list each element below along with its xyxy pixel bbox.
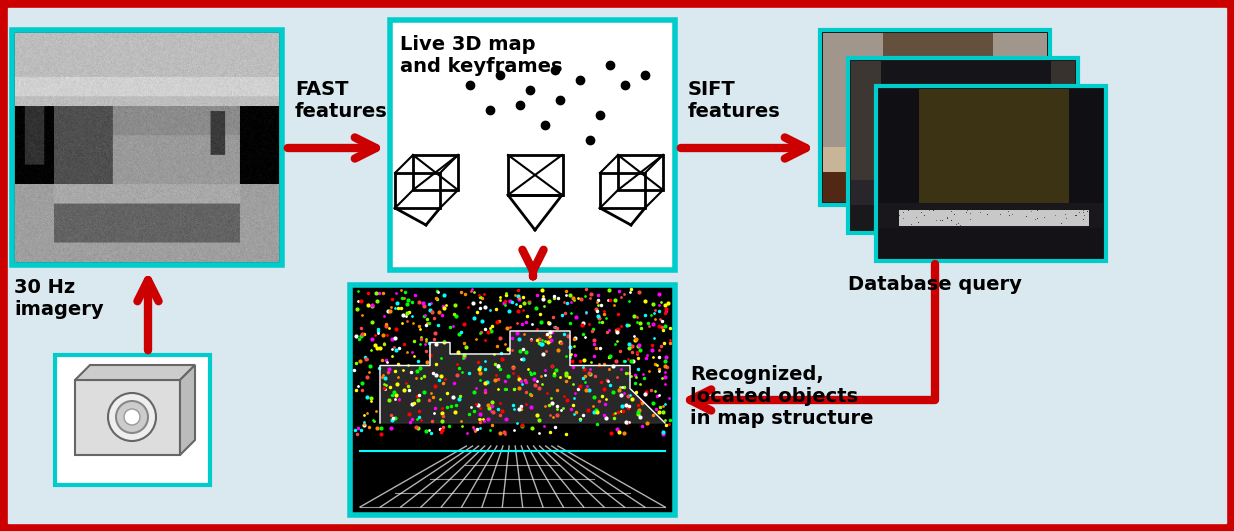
Text: Database query: Database query <box>848 275 1022 294</box>
Text: Live 3D map
and keyframes: Live 3D map and keyframes <box>400 35 563 76</box>
Polygon shape <box>75 365 195 380</box>
Bar <box>56 355 210 485</box>
Bar <box>876 86 1106 261</box>
Text: Recognized,
located objects
in map structure: Recognized, located objects in map struc… <box>690 365 874 428</box>
Polygon shape <box>180 365 195 455</box>
Bar <box>413 155 458 190</box>
Circle shape <box>109 393 155 441</box>
Bar <box>395 173 441 208</box>
Circle shape <box>123 409 139 425</box>
Bar <box>600 173 645 208</box>
Bar <box>350 285 675 515</box>
Circle shape <box>116 401 148 433</box>
Bar <box>75 380 180 455</box>
Polygon shape <box>380 331 665 423</box>
Bar <box>390 20 675 270</box>
Text: SIFT
features: SIFT features <box>689 80 781 121</box>
Bar <box>12 30 283 265</box>
Bar <box>821 30 1050 205</box>
Bar <box>508 155 563 195</box>
Bar <box>618 155 663 190</box>
Text: 30 Hz
imagery: 30 Hz imagery <box>14 278 104 319</box>
Bar <box>848 58 1079 233</box>
Text: FAST
features: FAST features <box>295 80 387 121</box>
